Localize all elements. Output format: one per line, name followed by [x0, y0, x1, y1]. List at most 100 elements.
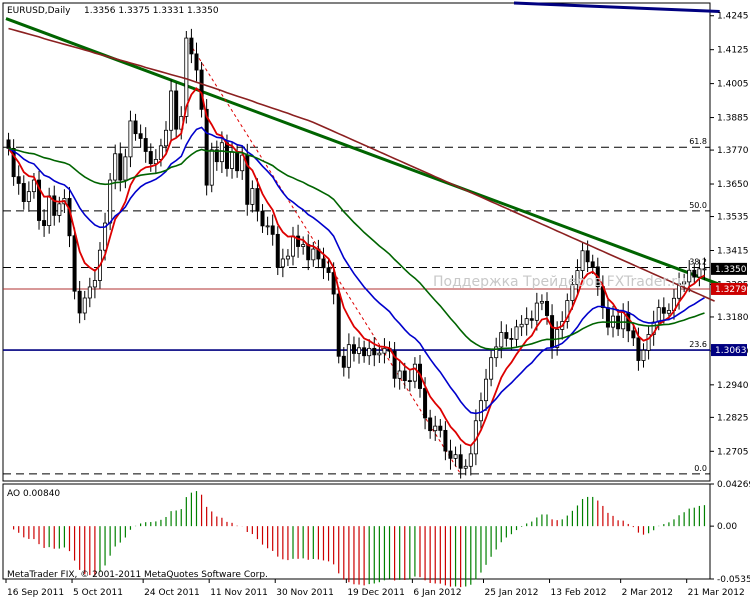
candle-bull — [494, 346, 499, 359]
candle-bear — [458, 454, 463, 469]
candle-bear — [143, 138, 148, 152]
y-tick-label: 1.4125 — [717, 46, 749, 56]
ma-line-ma_slow — [8, 147, 705, 351]
candle-bear — [402, 370, 407, 381]
candle-bear — [661, 307, 666, 314]
candle-bull — [280, 258, 285, 268]
candle-bull — [453, 454, 458, 459]
candle-bull — [219, 142, 224, 163]
candle-bull — [158, 145, 163, 160]
candle-bull — [377, 352, 382, 356]
candle-bull — [433, 425, 438, 432]
candle-bear — [21, 183, 26, 202]
trendlines — [5, 1, 721, 286]
candle-bull — [346, 344, 351, 368]
copyright-footer: MetaTrader FIX, © 2001-2011 MetaQuotes S… — [7, 570, 268, 580]
price-box — [711, 262, 747, 275]
candle-bull — [641, 349, 646, 361]
candle-bear — [77, 290, 82, 314]
ao-tick-label: 0.04269 — [717, 480, 750, 490]
candle-bear — [11, 147, 16, 178]
trendline — [5, 17, 721, 286]
candle-bull — [82, 297, 87, 314]
y-tick-label: 1.3415 — [717, 246, 749, 256]
candle-bear — [529, 318, 534, 321]
trendline — [513, 1, 720, 13]
candle-bear — [590, 261, 595, 268]
watermark: Поддержка Трейдеров FXTrader.ru — [433, 274, 686, 290]
candle-bear — [42, 220, 47, 226]
x-tick-label: 6 Jan 2012 — [413, 588, 461, 598]
candle-bear — [428, 417, 433, 432]
y-tick-label: 1.2705 — [717, 447, 749, 457]
ao-tick-label: -0.05354 — [717, 575, 750, 585]
x-tick-label: 11 Nov 2011 — [210, 588, 268, 598]
candle-bull — [169, 90, 174, 131]
candle-bull — [575, 270, 580, 285]
candle-bull — [682, 281, 687, 285]
x-tick-label: 30 Nov 2011 — [276, 588, 334, 598]
fib-base-dashed-line — [185, 37, 462, 475]
price-box-label: 1.3350 — [715, 265, 747, 275]
candle-bear — [133, 120, 138, 135]
candle-bull — [31, 179, 36, 193]
candle-bull — [489, 357, 494, 380]
candle-bull — [677, 283, 682, 299]
candle-bear — [636, 337, 641, 361]
candle-bull — [209, 149, 214, 186]
candle-bull — [463, 465, 468, 469]
candle-bull — [580, 250, 585, 271]
y-tick-label: 1.2940 — [717, 381, 749, 391]
candle-bear — [189, 37, 194, 55]
candle-bull — [382, 347, 387, 354]
fibonacci-base-line — [185, 37, 462, 475]
candle-bear — [544, 300, 549, 316]
symbol-header: EURUSD,Daily — [7, 6, 71, 16]
price-box-label: 1.3063 — [715, 346, 747, 356]
candle-bull — [301, 244, 306, 247]
candle-bear — [392, 350, 397, 379]
candle-bull — [656, 307, 661, 323]
candle-bull — [484, 378, 489, 402]
candle-bear — [296, 235, 301, 247]
ao-label: AO 0.00840 — [7, 489, 60, 499]
candle-bull — [499, 332, 504, 348]
candle-bear — [260, 210, 265, 227]
candle-bull — [468, 453, 473, 467]
price-boxes: 1.3350 1.3279 1.3063 — [711, 262, 747, 357]
candle-bull — [113, 153, 118, 181]
candle-bear — [194, 53, 199, 71]
ma-line-ma_medium — [8, 126, 705, 415]
candle-bear — [407, 380, 412, 382]
candle-bear — [631, 330, 636, 339]
candle-bull — [128, 120, 133, 158]
y-tick-label: 1.4245 — [717, 12, 749, 22]
ao-histogram — [13, 491, 706, 588]
candle-bull — [108, 179, 113, 224]
candle-bull — [103, 222, 108, 251]
moving-averages — [7, 27, 715, 447]
candle-bear — [605, 307, 610, 328]
fib-level-label: 0.0 — [694, 464, 707, 473]
candle-bull — [565, 300, 570, 322]
candle-bull — [539, 300, 544, 304]
fib-level-label: 61.8 — [689, 137, 707, 146]
candle-bull — [184, 37, 189, 117]
x-tick-label: 2 Mar 2012 — [622, 588, 673, 598]
candle-bull — [367, 347, 372, 357]
candle-bear — [341, 355, 346, 368]
candle-bull — [357, 347, 362, 354]
candle-bear — [504, 332, 509, 339]
candle-bull — [311, 248, 316, 261]
candle-bear — [204, 108, 209, 186]
candle-bear — [255, 188, 260, 212]
candle-bull — [702, 268, 707, 271]
candle-bull — [285, 255, 290, 260]
candle-bear — [174, 90, 179, 130]
price-box — [711, 282, 747, 295]
candle-bear — [336, 293, 341, 357]
candle-bear — [326, 267, 331, 273]
candle-bear — [362, 347, 367, 357]
candle-bear — [37, 179, 42, 221]
